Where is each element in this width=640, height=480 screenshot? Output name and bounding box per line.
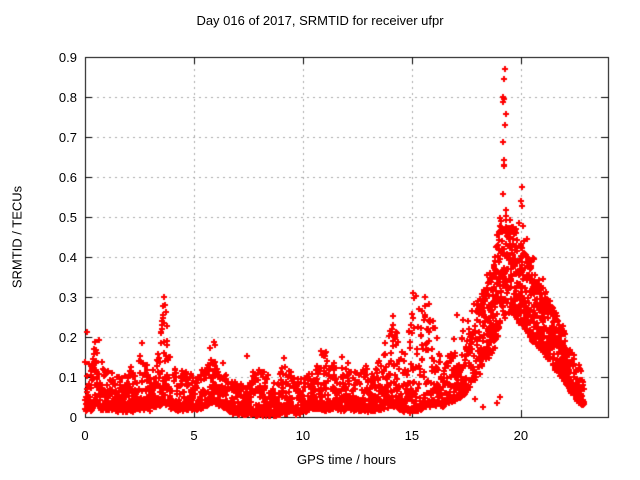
y-axis-label: SRMTID / TECUs bbox=[9, 185, 25, 289]
y-tick-label: 0.2 bbox=[58, 330, 77, 345]
x-axis-label: GPS time / hours bbox=[297, 452, 396, 467]
y-tick-label: 0.8 bbox=[58, 90, 77, 105]
y-tick-label: 0.7 bbox=[58, 130, 77, 145]
y-tick-label: 0.1 bbox=[58, 370, 77, 385]
y-tick-label: 0.4 bbox=[58, 250, 77, 265]
x-tick-label: 10 bbox=[295, 428, 311, 443]
y-tick-label: 0.9 bbox=[58, 50, 77, 65]
y-tick-label: 0 bbox=[69, 410, 77, 425]
y-tick-label: 0.6 bbox=[58, 170, 77, 185]
x-tick-label: 15 bbox=[404, 428, 420, 443]
y-tick-label: 0.3 bbox=[58, 290, 77, 305]
x-tick-label: 20 bbox=[513, 428, 529, 443]
chart-title: Day 016 of 2017, SRMTID for receiver ufp… bbox=[196, 13, 444, 28]
x-tick-label: 0 bbox=[81, 428, 89, 443]
y-tick-label: 0.5 bbox=[58, 210, 77, 225]
x-tick-label: 5 bbox=[190, 428, 198, 443]
